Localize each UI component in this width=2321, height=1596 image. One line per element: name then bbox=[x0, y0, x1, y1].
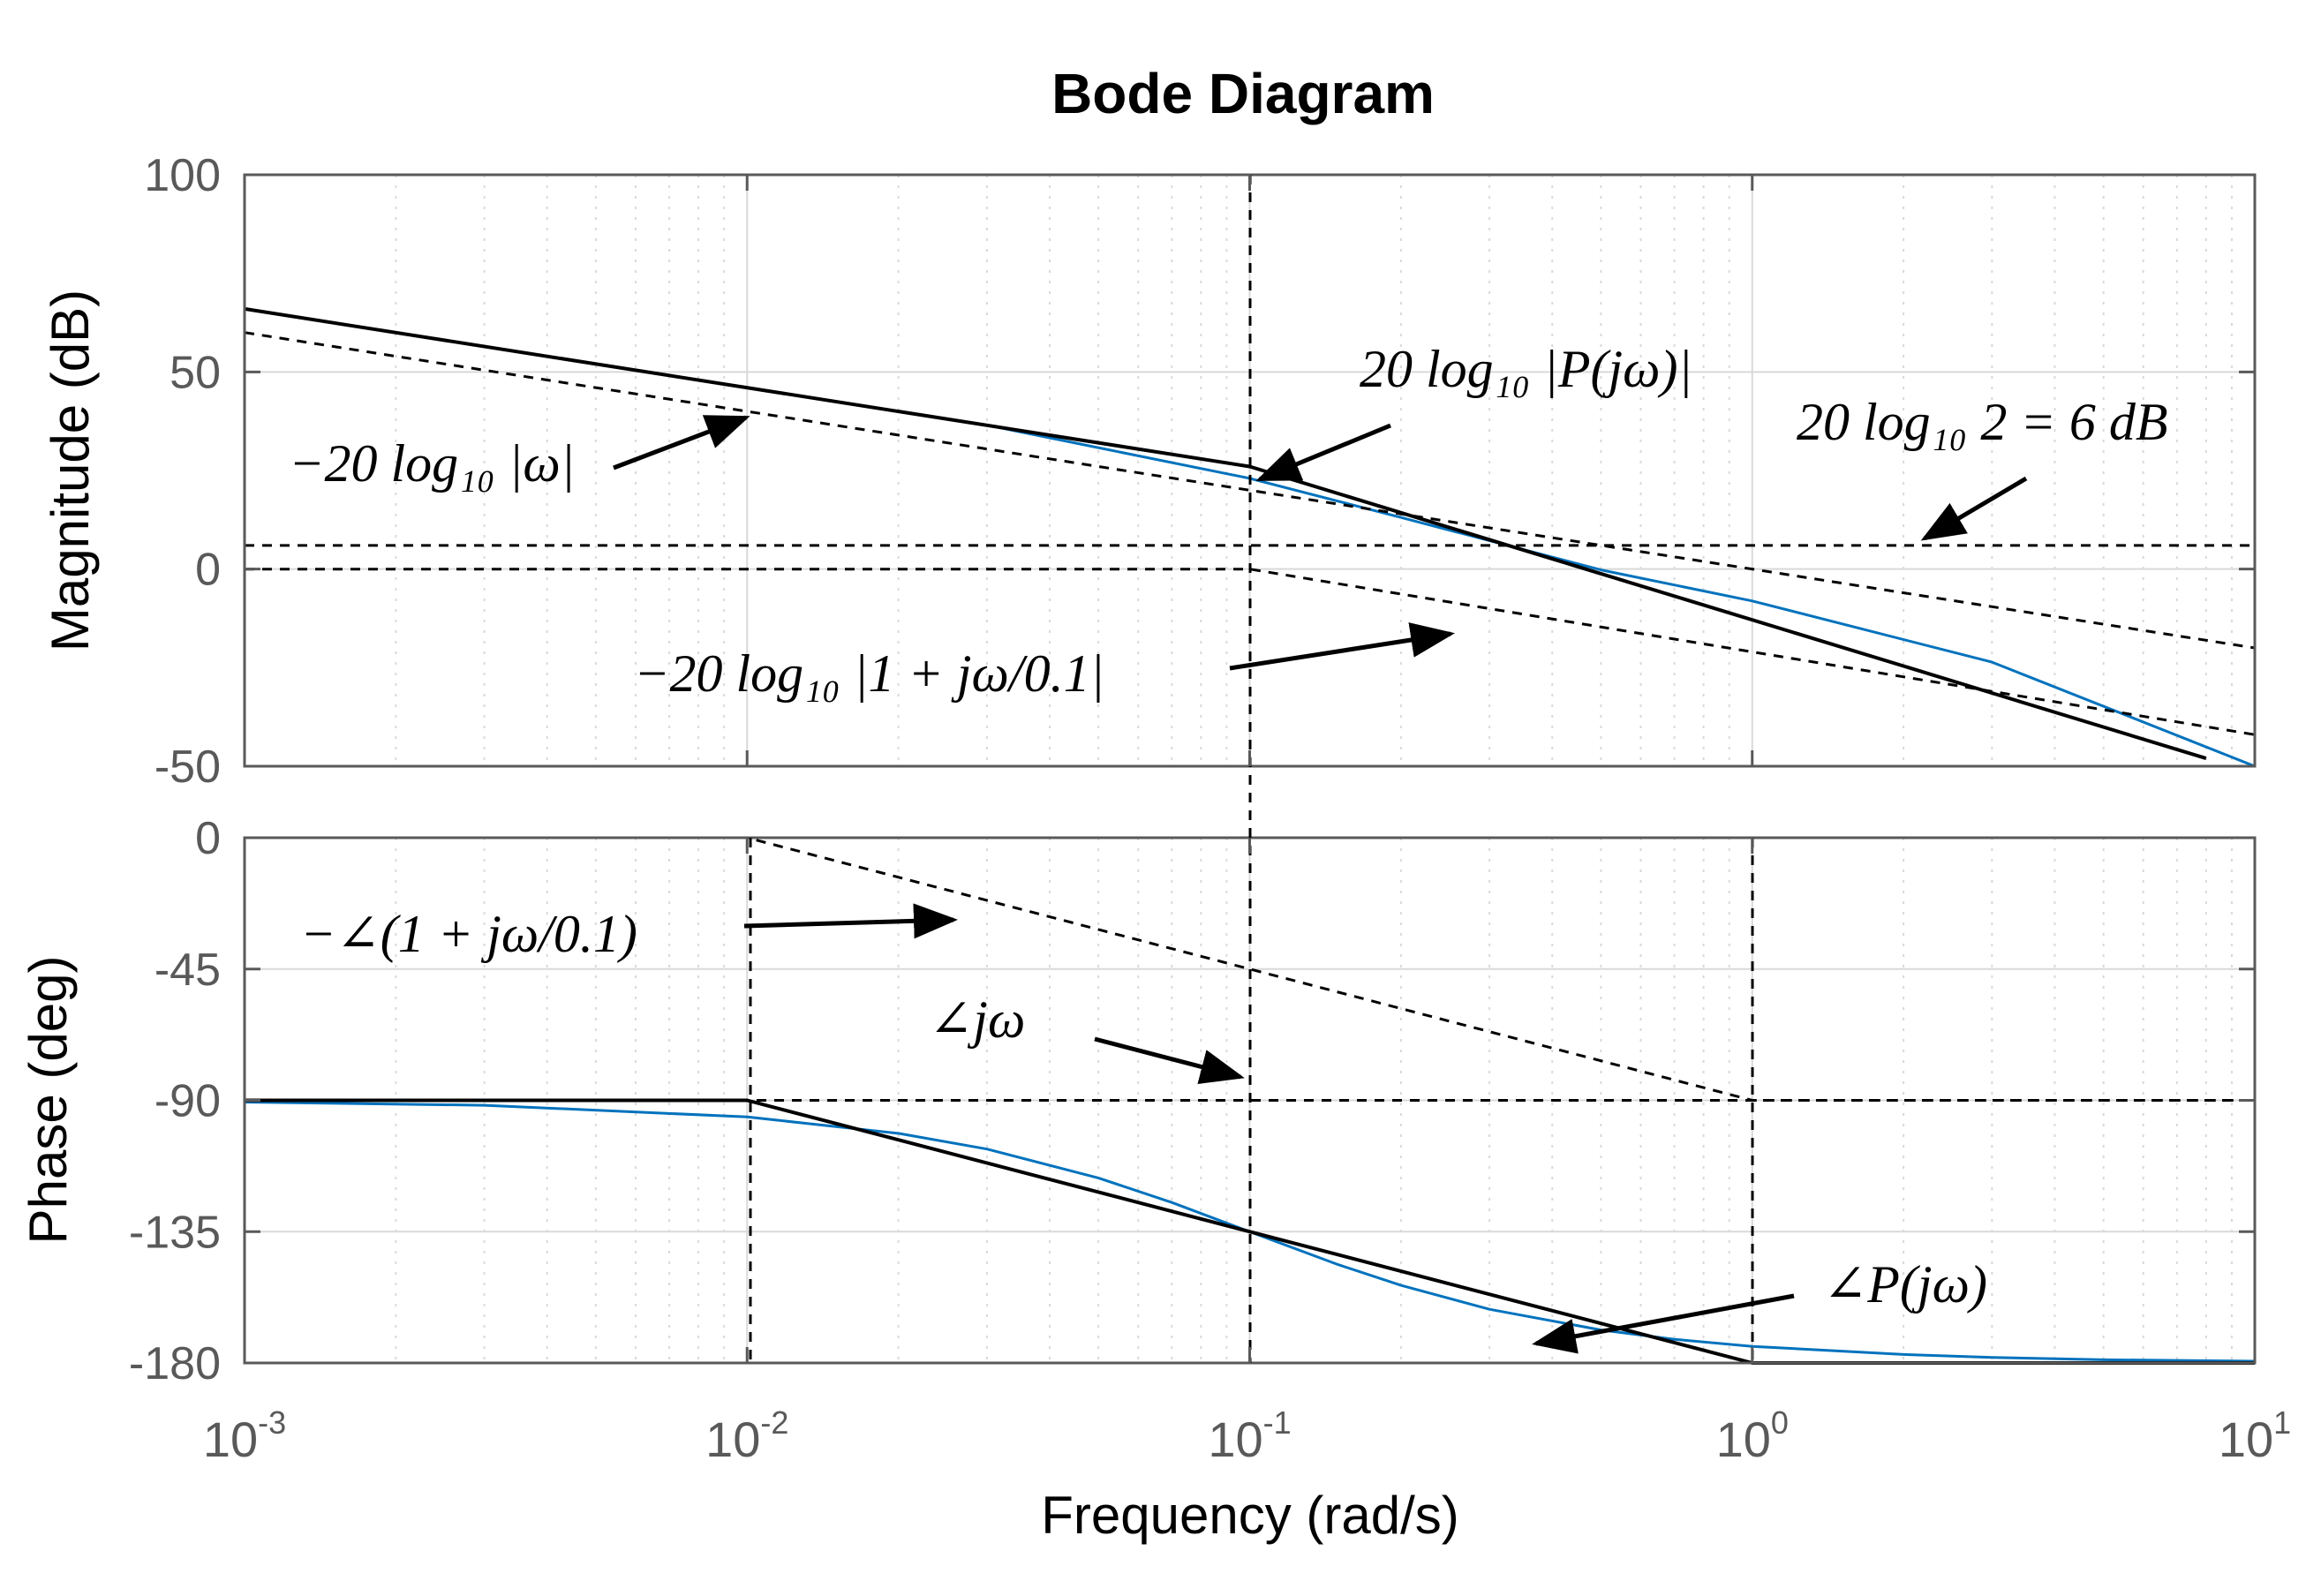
annotation-neg-angle-1-plus: −∠(1 + jω/0.1) bbox=[300, 905, 637, 963]
annotations: −20 log₁₀ |ω| 20 log₁₀ |P(jω)| 20 log₁₀ … bbox=[289, 340, 2168, 1354]
y-tick-label: -90 bbox=[154, 1076, 221, 1127]
arrow-angle-P bbox=[1532, 1293, 1795, 1354]
x-tick-exponent: 0 bbox=[1771, 1404, 1789, 1441]
arrow-angle-jomega bbox=[1094, 1036, 1245, 1085]
magnitude-series-line-3 bbox=[245, 568, 2256, 736]
x-tick-label: 10-1 bbox=[1208, 1404, 1291, 1467]
x-tick-exponent: -1 bbox=[1263, 1404, 1292, 1441]
magnitude-y-axis-label: Magnitude (dB) bbox=[41, 290, 100, 651]
y-tick-label: -45 bbox=[154, 945, 221, 996]
annotation-angle-P: ∠P(jω) bbox=[1823, 1255, 1987, 1314]
x-tick-exponent: -3 bbox=[258, 1404, 286, 1441]
y-tick-label: 50 bbox=[170, 347, 221, 398]
phase-y-ticks: 0 -45 -90 -135 -180 bbox=[129, 813, 2255, 1389]
y-tick-label: 0 bbox=[195, 813, 221, 864]
x-axis-label: Frequency (rad/s) bbox=[1041, 1486, 1459, 1545]
magnitude-series-line-2 bbox=[244, 331, 2256, 650]
phase-series-line-0 bbox=[244, 1101, 2256, 1363]
arrow-20log-P bbox=[1255, 423, 1391, 482]
arrow-neg-angle-1-plus bbox=[743, 903, 958, 939]
y-tick-label: 100 bbox=[144, 150, 221, 201]
x-tick-base: 10 bbox=[705, 1412, 760, 1467]
arrow-neg-20log-omega bbox=[613, 415, 750, 471]
annotation-20log-P: 20 log₁₀ |P(jω)| bbox=[1360, 340, 1692, 398]
y-tick-label: -180 bbox=[129, 1338, 221, 1389]
annotation-20log-2: 20 log₁₀ 2 = 6 dB bbox=[1797, 393, 2168, 451]
annotation-angle-jomega: ∠jω bbox=[929, 990, 1025, 1049]
x-tick-base: 10 bbox=[1716, 1412, 1771, 1467]
x-tick-label: 10-2 bbox=[705, 1404, 788, 1467]
magnitude-y-ticks: 100 50 0 -50 bbox=[144, 150, 2255, 793]
corner-frequency-markers bbox=[749, 175, 1754, 1363]
arrow-20log-2 bbox=[1920, 476, 2028, 541]
x-tick-exponent: 1 bbox=[2273, 1404, 2291, 1441]
y-tick-label: -135 bbox=[129, 1207, 221, 1258]
x-tick-base: 10 bbox=[203, 1412, 258, 1467]
x-tick-base: 10 bbox=[1208, 1412, 1262, 1467]
x-tick-label: 100 bbox=[1716, 1404, 1789, 1467]
chart-title: Bode Diagram bbox=[1051, 62, 1435, 125]
x-tick-label: 101 bbox=[2219, 1404, 2291, 1467]
arrow-neg-20log-1-plus bbox=[1229, 622, 1455, 671]
annotation-neg-20log-1-plus: −20 log₁₀ |1 + jω/0.1| bbox=[634, 644, 1104, 703]
x-tick-base: 10 bbox=[2219, 1412, 2273, 1467]
x-axis-ticks: 10-3 10-2 10-1 100 101 bbox=[203, 175, 2291, 1467]
phase-y-axis-label: Phase (deg) bbox=[19, 956, 78, 1245]
annotation-neg-20log-omega: −20 log₁₀ |ω| bbox=[289, 434, 575, 493]
y-tick-label: 0 bbox=[195, 545, 221, 596]
x-tick-label: 10-3 bbox=[203, 1404, 286, 1467]
y-tick-label: -50 bbox=[154, 742, 221, 793]
x-tick-exponent: -2 bbox=[760, 1404, 788, 1441]
magnitude-series-line-1 bbox=[244, 306, 2207, 761]
